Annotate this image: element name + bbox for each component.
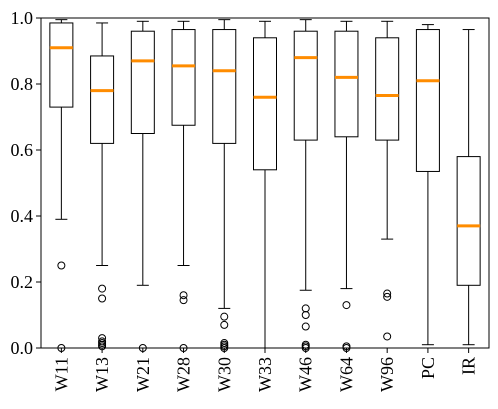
- x-tick-label: W13: [92, 357, 112, 392]
- y-axis: 0.0 0.2 0.4 0.6 0.8 1.0: [11, 8, 41, 358]
- outlier-point: [98, 294, 107, 303]
- y-tick-label: 1.0: [11, 8, 34, 28]
- outlier-point: [98, 284, 107, 293]
- x-tick-label: W33: [255, 357, 275, 392]
- outlier-point: [301, 304, 310, 313]
- outlier-point: [57, 261, 66, 270]
- box-pc: [415, 24, 440, 346]
- box-body: [293, 30, 318, 141]
- box-body: [456, 156, 481, 286]
- box-body: [49, 22, 74, 108]
- outlier-point: [301, 322, 310, 331]
- y-tick-label: 0.6: [11, 140, 34, 160]
- box-w33: [253, 20, 277, 349]
- outlier-point: [342, 301, 351, 310]
- y-tick-label: 0.4: [11, 206, 34, 226]
- box-body: [253, 37, 277, 171]
- outlier-point: [220, 312, 229, 321]
- x-tick-label: W21: [133, 357, 153, 392]
- x-tick-label: W64: [336, 357, 356, 392]
- y-tick-label: 0.0: [11, 338, 34, 358]
- outlier-point: [301, 311, 310, 319]
- x-tick-label: IR: [459, 357, 479, 375]
- box-w96: [375, 20, 400, 341]
- x-tick-label: W30: [214, 357, 234, 392]
- x-tick-label: W28: [174, 357, 194, 392]
- axes-frame: [40, 17, 490, 349]
- box-body: [90, 55, 115, 144]
- outlier-point: [383, 289, 392, 298]
- box-body: [130, 30, 155, 135]
- x-tick-label: W96: [377, 357, 397, 392]
- box-ir: [456, 29, 481, 346]
- x-tick-label: PC: [418, 357, 438, 379]
- outlier-point: [220, 320, 229, 329]
- box-w46: [293, 19, 318, 352]
- x-tick-label: W11: [51, 357, 71, 391]
- outlier-point: [383, 332, 392, 341]
- outlier-point: [179, 291, 188, 300]
- box-body: [334, 30, 359, 138]
- box-w30: [212, 19, 237, 352]
- box-w21: [130, 20, 155, 352]
- box-w13: [90, 22, 115, 351]
- outlier-point: [179, 296, 188, 305]
- box-body: [212, 29, 237, 144]
- y-tick-label: 0.2: [11, 272, 34, 292]
- box-body: [415, 29, 440, 172]
- box-w28: [171, 20, 196, 352]
- box-body: [171, 29, 196, 126]
- x-tick-label: W46: [296, 357, 316, 392]
- box-w11: [49, 19, 74, 352]
- plot-area: [49, 19, 481, 352]
- box-body: [375, 37, 400, 141]
- box-w64: [334, 20, 359, 352]
- outlier-point: [383, 292, 392, 301]
- y-tick-label: 0.8: [11, 74, 34, 94]
- x-axis: W11 W13 W21 W28 W30 W33 W46 W64 W96 PC IR: [51, 348, 479, 392]
